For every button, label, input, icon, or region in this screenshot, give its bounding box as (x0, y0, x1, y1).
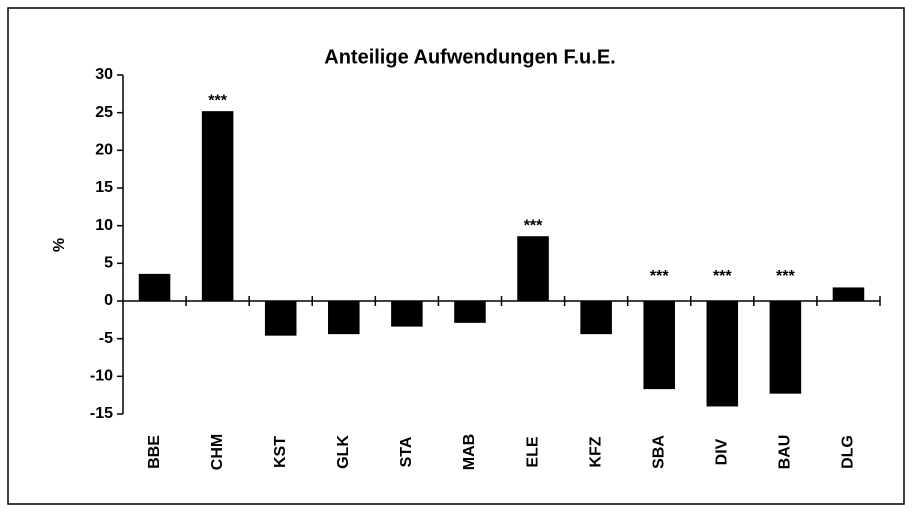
annotation: *** (713, 268, 732, 285)
y-tick-label: 15 (95, 179, 113, 196)
x-tick-label: BBE (146, 435, 163, 469)
y-axis-label: % (51, 238, 68, 252)
y-tick-label: 0 (104, 292, 113, 309)
bar (769, 301, 802, 394)
bar (643, 301, 675, 390)
annotation: *** (776, 268, 795, 285)
x-tick-label: KFZ (587, 436, 604, 467)
bar (580, 301, 612, 335)
y-tick-label: 10 (95, 217, 113, 234)
bar (264, 301, 297, 336)
bar (201, 111, 234, 301)
x-tick-label: ELE (524, 436, 541, 467)
frame (7, 7, 905, 505)
x-tick-label: GLK (335, 435, 352, 469)
x-tick-label: MAB (461, 434, 478, 470)
bar (138, 273, 171, 301)
x-tick-label: DIV (714, 438, 731, 465)
annotation: *** (524, 217, 543, 234)
annotation: *** (208, 92, 227, 109)
chart-title: Anteilige Aufwendungen F.u.E. (324, 46, 615, 68)
annotation: *** (650, 268, 669, 285)
x-tick-label: BAU (777, 435, 794, 470)
x-tick-label: STA (398, 436, 415, 467)
x-tick-label: CHM (209, 434, 226, 470)
bar (517, 236, 549, 301)
bar (832, 287, 865, 301)
x-tick-label: DLG (840, 435, 857, 469)
y-tick-label: 30 (95, 66, 113, 83)
y-tick-label: 20 (95, 142, 113, 159)
bar (391, 301, 423, 327)
y-tick-label: -10 (90, 368, 113, 385)
bar (328, 301, 360, 335)
y-tick-label: -15 (90, 405, 113, 422)
bar (706, 301, 739, 407)
x-tick-label: SBA (650, 435, 667, 469)
y-tick-label: 25 (95, 104, 113, 121)
x-tick-label: KST (272, 436, 289, 468)
y-tick-label: 5 (104, 255, 113, 272)
bar (454, 301, 486, 323)
y-tick-label: -5 (99, 330, 113, 347)
